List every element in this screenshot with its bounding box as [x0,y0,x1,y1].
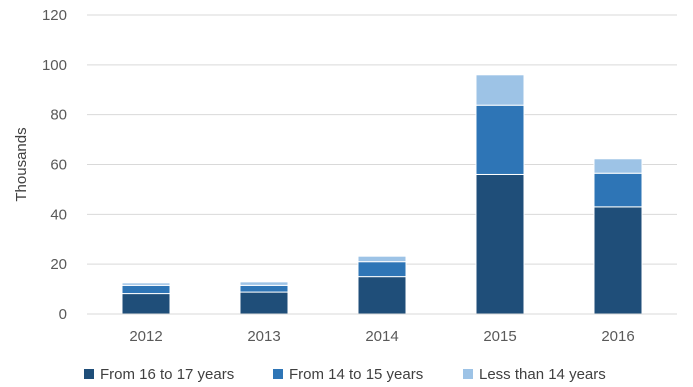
y-axis-ticks: 0 20 40 60 80 100 120 [42,7,67,323]
bar-segment [121,284,171,295]
bar-segment [475,104,525,175]
y-tick-label: 40 [50,206,67,223]
gridlines [87,14,677,265]
legend-item: Less than 14 years [463,366,606,383]
bar-segment [357,255,407,263]
bar-segment [593,172,643,208]
legend-swatch [463,369,473,379]
bar-segment [357,261,407,278]
legend-swatch [84,369,94,379]
y-tick-label: 20 [50,256,67,273]
y-tick-label: 80 [50,107,67,124]
y-axis-title: Thousands [13,127,30,201]
legend-label: Less than 14 years [479,366,606,383]
bar-segment [121,282,171,286]
bar-segment [475,173,525,315]
bar-segment [475,74,525,106]
x-tick-label: 2014 [365,328,398,345]
legend: From 16 to 17 years From 14 to 15 years Le… [84,366,606,383]
legend-label: From 14 to 15 years [289,366,423,383]
x-tick-label: 2012 [129,328,162,345]
bar-segment [593,206,643,315]
x-axis-ticks: 2012 2013 2014 2015 2016 [129,328,634,345]
bar-segment [357,276,407,315]
bar-segment [593,158,643,174]
y-tick-label: 120 [42,7,67,24]
x-tick-label: 2015 [483,328,516,345]
legend-item: From 14 to 15 years [273,366,423,383]
legend-item: From 16 to 17 years [84,366,234,383]
y-tick-label: 0 [59,306,67,323]
legend-label: From 16 to 17 years [100,366,234,383]
bar-segment [239,284,289,293]
y-tick-label: 60 [50,157,67,174]
bar-segment [239,281,289,286]
x-tick-label: 2013 [247,328,280,345]
y-tick-label: 100 [42,57,67,74]
legend-swatch [273,369,283,379]
bar-segment [239,291,289,315]
bars [121,74,643,315]
x-tick-label: 2016 [601,328,634,345]
bar-segment [121,293,171,315]
